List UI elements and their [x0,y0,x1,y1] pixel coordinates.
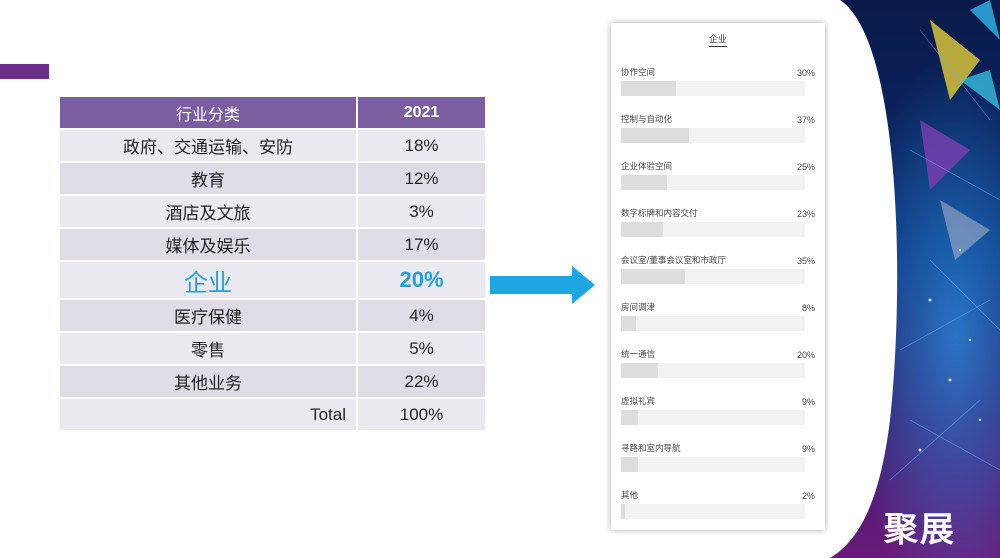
survey-bar-fill [621,363,658,378]
row-value: 5% [358,331,485,364]
survey-bar-track [621,269,805,284]
survey-item-percent: 20% [796,350,815,360]
survey-item-label: 企业体验空间 [621,162,673,172]
survey-item-label: 协作空间 [621,68,656,78]
survey-bar-track [621,128,805,143]
survey-item-percent: 37% [796,115,815,125]
survey-bar-fill [621,504,625,519]
survey-bar-fill [621,175,667,190]
row-category: 酒店及文旅 [60,194,358,227]
row-value: 22% [358,364,485,397]
row-category: 政府、交通运输、安防 [60,128,358,161]
row-value: 4% [358,298,485,331]
survey-bar-track [621,457,805,472]
row-category: Total [60,397,358,430]
survey-bar-fill [621,128,690,143]
survey-item-label: 会议室/董事会议室和市政厅 [621,256,726,266]
table-row: 其他业务 22% [60,364,485,397]
survey-item-label: 寻路和室内导航 [621,444,681,454]
survey-item-label: 其他 [621,491,639,501]
survey-title: 企业 [708,35,727,47]
row-category: 教育 [60,161,358,194]
row-value: 20% [358,260,485,298]
survey-bar-fill [621,410,638,425]
table-row: 医疗保健 4% [60,298,485,331]
survey-bar-track [621,81,805,96]
survey-bar-track [621,363,805,378]
row-value: 3% [358,194,485,227]
survey-bar-fill [621,316,636,331]
survey-item-label: 房间调津 [621,303,656,313]
industry-table: 行业分类 2021 政府、交通运输、安防 18% 教育 12% 酒店及文旅 3%… [60,97,485,430]
survey-bar-track [621,316,805,331]
survey-bar-track [621,175,805,190]
survey-item-percent: 2% [801,491,815,501]
row-category: 媒体及娱乐 [60,227,358,260]
row-category: 零售 [60,331,358,364]
row-category: 医疗保健 [60,298,358,331]
table-row: 政府、交通运输、安防 18% [60,128,485,161]
survey-item-percent: 9% [801,444,815,454]
survey-item-label: 数字标牌和内容交付 [621,209,698,219]
accent-bar [0,64,49,79]
survey-bar-track [621,504,805,519]
survey-bar-fill [621,269,686,284]
survey-item-percent: 35% [796,256,815,266]
row-category: 其他业务 [60,364,358,397]
table-row: 酒店及文旅 3% [60,194,485,227]
survey-item-percent: 25% [796,162,815,172]
row-value: 100% [358,397,485,430]
table-row-total: Total 100% [60,397,485,430]
survey-item-label: 统一通信 [621,350,656,360]
table-row: 教育 12% [60,161,485,194]
survey-card: 企业 协作空间 30% 控制与自动化 37% 企业体验空间 25% 数字标牌和内容交付 23%… [611,23,825,530]
row-value: 12% [358,161,485,194]
survey-bar-fill [621,222,664,237]
survey-item-percent: 30% [796,68,815,78]
row-value: 17% [358,227,485,260]
survey-bar-track [621,410,805,425]
survey-item-label: 虚拟礼宾 [621,397,656,407]
table-row-highlight: 企业 20% [60,260,485,298]
survey-item-percent: 8% [801,303,815,313]
row-value: 18% [358,128,485,161]
header-year: 2021 [358,97,485,128]
survey-bar-fill [621,81,677,96]
survey-item-label: 控制与自动化 [621,115,673,125]
table-row: 媒体及娱乐 17% [60,227,485,260]
survey-bar-track [621,222,805,237]
table-header-row: 行业分类 2021 [60,97,485,128]
survey-bar-fill [621,457,638,472]
header-category: 行业分类 [60,97,358,128]
survey-item-percent: 9% [801,397,815,407]
right-arrow-icon [490,266,595,304]
table-row: 零售 5% [60,331,485,364]
survey-item-percent: 23% [796,209,815,219]
brand-logo: 聚展 [884,510,956,550]
row-category: 企业 [60,260,358,298]
